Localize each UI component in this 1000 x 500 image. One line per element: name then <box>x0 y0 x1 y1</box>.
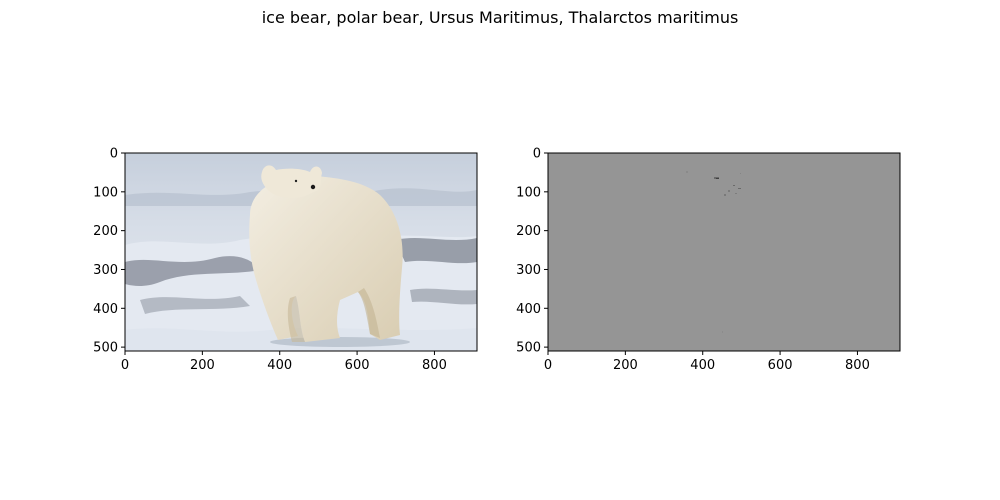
right-axes-frame <box>547 152 901 352</box>
left-axis-ticks: 0 200 400 600 800 0 100 200 300 400 500 <box>93 147 447 374</box>
left-y-tick-label: 200 <box>93 224 118 239</box>
figure-title: ice bear, polar bear, Ursus Maritimus, T… <box>262 8 739 27</box>
right-image-panel: 0 200 400 600 800 0 100 200 300 400 500 <box>516 147 901 374</box>
left-y-tick-label: 300 <box>93 263 118 278</box>
right-x-tick-label: 600 <box>768 358 793 373</box>
difference-map <box>548 153 900 351</box>
right-y-tick-label: 0 <box>533 147 541 162</box>
left-x-tick-label: 200 <box>190 358 215 373</box>
right-y-tick-label: 400 <box>516 302 541 317</box>
right-x-tick-label: 200 <box>613 358 638 373</box>
left-y-tick-label: 400 <box>93 302 118 317</box>
right-x-tick-label: 800 <box>845 358 870 373</box>
left-axes-frame <box>124 152 478 352</box>
polar-bear-photo <box>125 153 477 351</box>
left-y-tick-label: 0 <box>110 147 118 162</box>
left-y-tick-label: 500 <box>93 341 118 356</box>
left-x-tick-label: 800 <box>422 358 447 373</box>
left-x-tick-label: 600 <box>345 358 370 373</box>
right-y-tick-label: 100 <box>516 185 541 200</box>
right-y-tick-label: 500 <box>516 341 541 356</box>
left-x-tick-label: 400 <box>267 358 292 373</box>
left-y-tick-label: 100 <box>93 185 118 200</box>
right-x-tick-label: 400 <box>690 358 715 373</box>
right-y-tick-label: 300 <box>516 263 541 278</box>
left-x-tick-label: 0 <box>121 358 129 373</box>
right-x-tick-label: 0 <box>544 358 552 373</box>
right-y-tick-label: 200 <box>516 224 541 239</box>
left-image-panel: 0 200 400 600 800 0 100 200 300 400 500 <box>93 147 478 374</box>
right-axis-ticks: 0 200 400 600 800 0 100 200 300 400 500 <box>516 147 870 374</box>
